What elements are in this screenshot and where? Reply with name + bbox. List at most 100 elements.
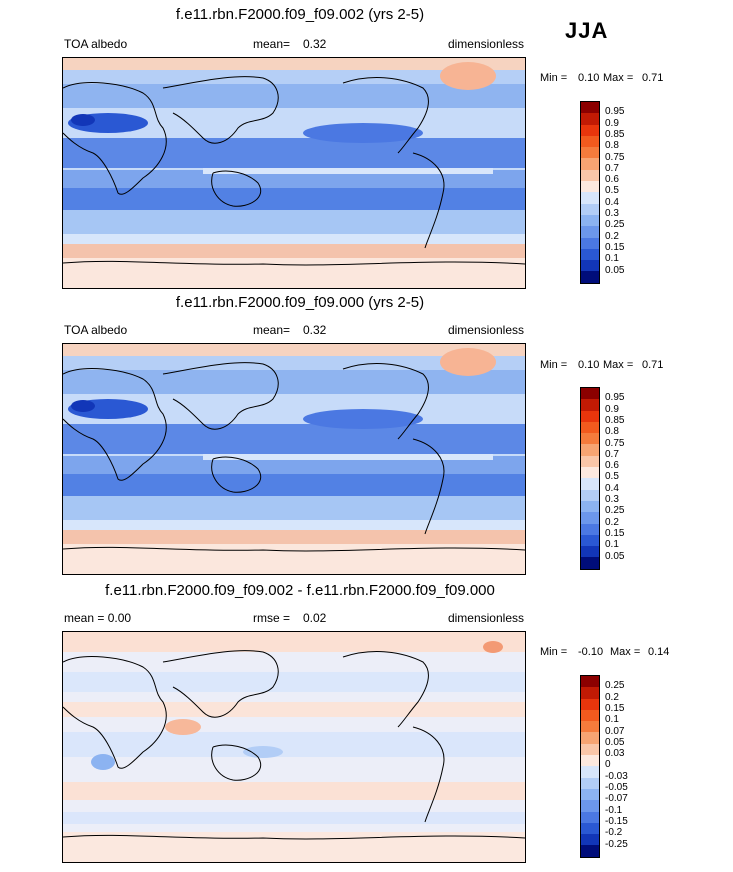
colorbar-tick-label: 0.15 xyxy=(605,702,625,714)
panel-2-min-label: Min = xyxy=(540,359,568,371)
panel-1-max-value: 0.71 xyxy=(642,72,664,84)
colorbar-tick-label: 0.95 xyxy=(605,392,625,404)
colorbar-tick-label: 0 xyxy=(605,759,611,771)
colorbar-swatch xyxy=(581,467,599,479)
colorbar-tick-label: 0.05 xyxy=(605,264,625,276)
colorbar-swatch xyxy=(581,135,599,148)
colorbar-tick-label: 0.05 xyxy=(605,550,625,562)
colorbar-swatch xyxy=(581,192,599,204)
colorbar-tick-label: 0.07 xyxy=(605,725,625,737)
colorbar-tick-label: 0.1 xyxy=(605,253,619,265)
colorbar-swatch xyxy=(581,698,599,710)
colorbar-swatch xyxy=(581,512,599,524)
colorbar-swatch xyxy=(581,388,599,400)
colorbar-swatch xyxy=(581,721,599,733)
colorbar-swatch xyxy=(581,777,599,789)
colorbar-tick-label: -0.03 xyxy=(605,770,628,782)
panel-3-title: f.e11.rbn.F2000.f09_f09.002 - f.e11.rbn.… xyxy=(105,582,495,599)
colorbar-swatch xyxy=(581,845,599,857)
colorbar-tick-label: 0.6 xyxy=(605,174,619,186)
panel-2-mean-label: mean= xyxy=(253,323,291,337)
colorbar-swatch xyxy=(581,800,599,812)
colorbar-tick-label: 0.6 xyxy=(605,460,619,472)
colorbar-swatch xyxy=(581,410,599,422)
colorbar-swatch xyxy=(581,557,599,569)
colorbar-swatch xyxy=(581,124,599,136)
colorbar-swatch xyxy=(581,260,599,272)
colorbar-swatch xyxy=(581,500,599,513)
colorbar-swatch xyxy=(581,203,599,215)
panel-3-units: dimensionless xyxy=(447,611,524,625)
colorbar-swatch xyxy=(581,766,599,778)
panel-2-map-field xyxy=(63,344,525,574)
colorbar-tick-label: 0.05 xyxy=(605,736,625,748)
panel-2-max-label: Max = xyxy=(603,359,634,371)
colorbar-swatch xyxy=(581,732,599,744)
colorbar-swatch xyxy=(581,181,599,193)
panel-3-map-field xyxy=(63,632,525,862)
panel-1-min-value: 0.10 xyxy=(578,72,600,84)
panel-3-mean-label: mean = 0.00 xyxy=(64,611,132,625)
panel-2-min-value: 0.10 xyxy=(578,359,600,371)
colorbar-tick-label: 0.15 xyxy=(605,241,625,253)
panel-3-colorbar xyxy=(580,675,600,858)
colorbar-swatch xyxy=(581,444,599,456)
colorbar-swatch xyxy=(581,399,599,411)
colorbar-swatch xyxy=(581,113,599,125)
panel-1-max-label: Max = xyxy=(603,72,634,84)
colorbar-swatch xyxy=(581,226,599,238)
panel-1-units: dimensionless xyxy=(447,37,524,51)
colorbar-tick-label: -0.05 xyxy=(605,782,628,793)
colorbar-tick-label: 0.8 xyxy=(605,140,619,152)
panel-1-map-field xyxy=(63,58,525,288)
colorbar-tick-label: 0.25 xyxy=(605,680,625,692)
colorbar-tick-label: 0.75 xyxy=(605,437,625,449)
colorbar-tick-label: 0.5 xyxy=(605,471,619,483)
panel-1-mean-label: mean= xyxy=(253,37,291,51)
colorbar-swatch xyxy=(581,478,599,490)
colorbar-swatch xyxy=(581,822,599,835)
panel-1-variable-label: TOA albedo xyxy=(64,37,128,51)
colorbar-tick-label: 0.5 xyxy=(605,185,619,197)
colorbar-swatch xyxy=(581,676,599,688)
colorbar-tick-label: 0.15 xyxy=(605,527,625,539)
panel-3-max-label: Max = xyxy=(610,646,641,658)
colorbar-tick-label: 0.1 xyxy=(605,714,619,726)
colorbar-tick-label: 0.3 xyxy=(605,208,619,219)
colorbar-swatch xyxy=(581,433,599,445)
season-label: JJA xyxy=(565,18,609,43)
colorbar-swatch xyxy=(581,248,599,261)
colorbar-tick-label: 0.25 xyxy=(605,505,625,517)
colorbar-tick-label: 0.2 xyxy=(605,691,619,703)
colorbar-swatch xyxy=(581,102,599,114)
colorbar-tick-label: 0.25 xyxy=(605,219,625,231)
panel-2-units: dimensionless xyxy=(447,323,524,337)
colorbar-swatch xyxy=(581,788,599,801)
panel-3-map xyxy=(62,631,526,863)
colorbar-swatch xyxy=(581,158,599,170)
panel-3-min-value: -0.10 xyxy=(578,646,604,658)
colorbar-tick-label: 0.7 xyxy=(605,162,619,174)
colorbar-tick-label: 0.75 xyxy=(605,151,625,163)
colorbar-tick-label: 0.1 xyxy=(605,539,619,551)
colorbar-swatch xyxy=(581,709,599,722)
colorbar-tick-label: -0.07 xyxy=(605,793,628,805)
panel-1-title: f.e11.rbn.F2000.f09_f09.002 (yrs 2-5) xyxy=(175,6,425,23)
panel-3-min-label: Min = xyxy=(540,646,568,658)
colorbar-swatch xyxy=(581,489,599,501)
colorbar-tick-label: 0.85 xyxy=(605,414,625,426)
colorbar-swatch xyxy=(581,214,599,227)
colorbar-swatch xyxy=(581,523,599,535)
colorbar-tick-label: -0.2 xyxy=(605,827,623,839)
colorbar-swatch xyxy=(581,421,599,434)
colorbar-tick-label: 0.2 xyxy=(605,516,619,528)
colorbar-tick-label: -0.25 xyxy=(605,838,628,850)
panel-2-max-value: 0.71 xyxy=(642,359,664,371)
panel-3-rmse-value: 0.02 xyxy=(303,611,327,625)
panel-2-title: f.e11.rbn.F2000.f09_f09.000 (yrs 2-5) xyxy=(175,294,425,311)
colorbar-tick-label: -0.15 xyxy=(605,815,628,827)
colorbar-tick-label: 0.9 xyxy=(605,117,619,129)
colorbar-tick-label: 0.95 xyxy=(605,106,625,118)
colorbar-tick-label: 0.9 xyxy=(605,403,619,415)
panel-3-rmse-label: rmse = xyxy=(253,611,291,625)
